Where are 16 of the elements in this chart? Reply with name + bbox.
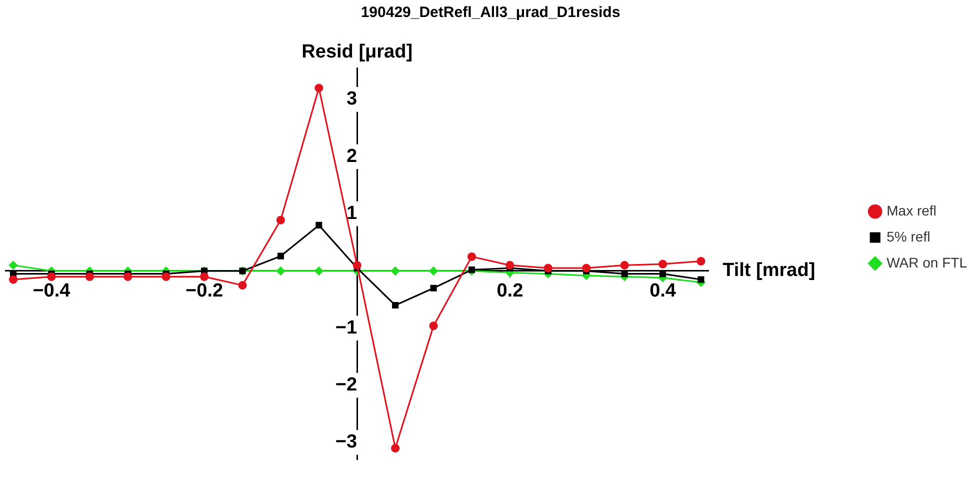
y-axis-title: Resid [μrad] [302, 42, 413, 63]
chart-title: 190429_DetRefl_All3_μrad_D1resids [360, 4, 620, 22]
x-tick-label: −0.2 [186, 280, 224, 302]
y-tick-label: −3 [335, 432, 358, 453]
y-tick-label: 3 [346, 88, 358, 110]
x-axis-title: Tilt [mrad] [722, 260, 816, 282]
y-tick-label: −1 [335, 317, 358, 338]
y-tick-label: 1 [346, 203, 358, 224]
y-tick-label: 2 [346, 146, 358, 167]
y-tick-label: −2 [335, 374, 358, 396]
x-tick-label: −0.4 [32, 280, 71, 302]
x-tick-label: 0.2 [496, 280, 524, 302]
x-tick-label: 0.4 [650, 280, 676, 302]
legend-label: 5% refl [886, 228, 930, 244]
legend-label: Max refl [886, 202, 936, 218]
legend-label: WAR on FTL [886, 254, 968, 270]
